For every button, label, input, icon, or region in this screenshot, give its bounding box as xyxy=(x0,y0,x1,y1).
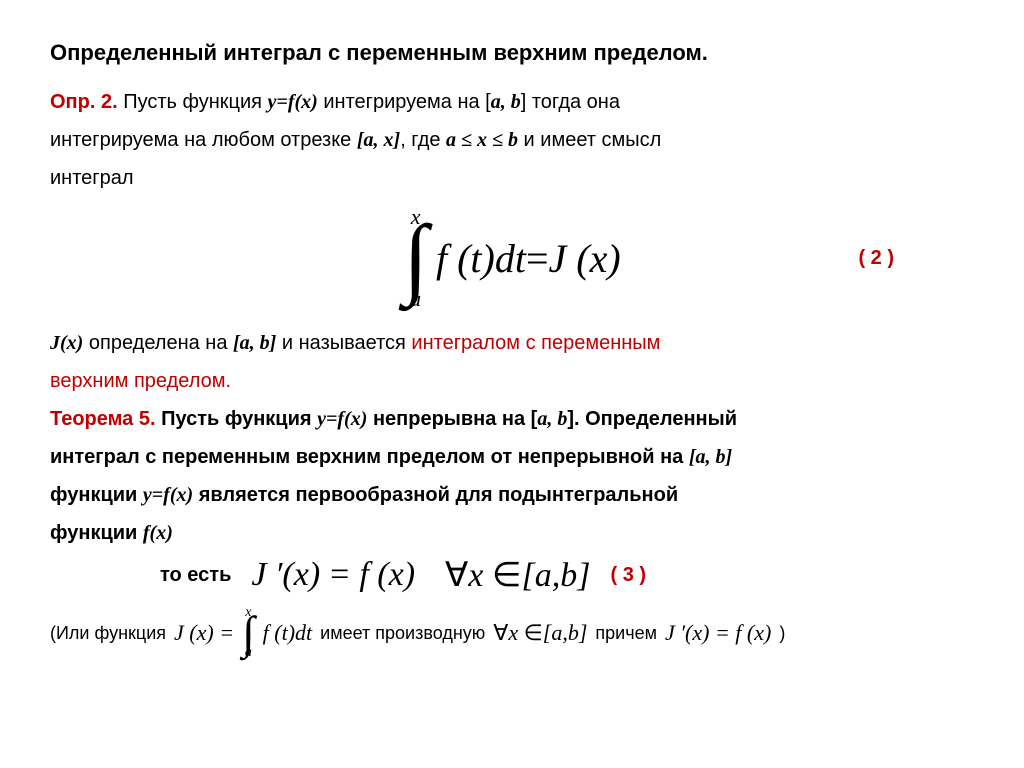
thm-t1a: Пусть функция xyxy=(156,408,318,430)
def-t2c: и имеет смысл xyxy=(518,129,661,151)
jx-line1: J(x) определена на [a, b] и называется и… xyxy=(50,327,974,359)
page-title: Определенный интеграл с переменным верхн… xyxy=(50,40,974,66)
thm-t1c: ]. Определенный xyxy=(567,408,737,430)
def-label: Опр. 2. xyxy=(50,91,118,113)
eq3-number: ( 3 ) xyxy=(610,564,646,587)
jx-hl2: верхним пределом. xyxy=(50,370,231,392)
equation-2: x ∫ a f (t)dt = J (x) ( 2 ) xyxy=(50,204,974,312)
eq3-eq: = xyxy=(330,556,349,594)
theorem-line2: интеграл с переменным верхним пределом о… xyxy=(50,441,974,473)
bottom-t2: имеет производную xyxy=(320,623,485,644)
int-sm-lower: a xyxy=(245,645,252,661)
def-t3: интеграл xyxy=(50,167,134,189)
theorem-line1: Теорема 5. Пусть функция y=f(x) непрерыв… xyxy=(50,403,974,435)
jx-line2: верхним пределом. xyxy=(50,365,974,397)
thm-ab2: [a, b] xyxy=(689,446,732,468)
thm-t4a: функции xyxy=(50,522,143,544)
def-t2a: интегрируема на любом отрезке xyxy=(50,129,357,151)
jx-hl1: интегралом с переменным xyxy=(411,332,660,354)
bottom-integrand: f (t)dt xyxy=(263,620,313,646)
bottom-close: ) xyxy=(779,623,785,644)
thm-ab: a, b xyxy=(537,408,567,430)
bottom-jprime: J ′(x) = f (x) xyxy=(665,620,771,646)
def-ax: [a, x] xyxy=(357,129,400,151)
integral-block-small: x ∫ a xyxy=(242,605,255,661)
def-yfx: y=f(x) xyxy=(268,91,318,113)
thm-yfx: y=f(x) xyxy=(317,408,367,430)
thm-t3a: функции xyxy=(50,484,143,506)
thm-label: Теорема 5. xyxy=(50,408,156,430)
eq3-lhs: J ′(x) xyxy=(251,556,320,594)
bottom-jx: J (x) = xyxy=(174,620,234,646)
jx-sym: J(x) xyxy=(50,332,83,354)
bottom-t1: (Или функция xyxy=(50,623,166,644)
eq2-rhs: J (x) xyxy=(549,235,621,282)
bottom-t3: причем xyxy=(595,623,657,644)
int-lower: a xyxy=(410,286,421,312)
thm-t3b: является первообразной для подынтегральн… xyxy=(193,484,678,506)
jx-t1: определена на xyxy=(83,332,233,354)
eq2-integrand: f (t)dt xyxy=(436,235,526,282)
definition-line3: интеграл xyxy=(50,162,974,194)
jx-ab: [a, b] xyxy=(233,332,276,354)
jx-t2: и называется xyxy=(276,332,411,354)
integral-sign-icon: ∫ xyxy=(403,222,428,294)
thm-t1b: непрерывна на [ xyxy=(367,408,537,430)
def-t1c: ] тогда она xyxy=(521,91,620,113)
def-ab: a, b xyxy=(491,91,521,113)
theorem-line3: функции y=f(x) является первообразной дл… xyxy=(50,479,974,511)
thm-yfx2: y=f(x) xyxy=(143,484,193,506)
eq2-eq: = xyxy=(526,235,549,282)
bottom-forall: ∀x ∈[a,b] xyxy=(493,620,587,646)
bottom-line: (Или функция J (x) = x ∫ a f (t)dt имеет… xyxy=(50,605,974,661)
thm-fx: f(x) xyxy=(143,522,173,544)
def-t2b: , где xyxy=(400,129,446,151)
def-t1a: Пусть функция xyxy=(123,91,267,113)
thm-t2a: интеграл с переменным верхним пределом о… xyxy=(50,446,689,468)
eq2-number: ( 2 ) xyxy=(858,247,894,270)
definition-line1: Опр. 2. Пусть функция y=f(x) интегрируем… xyxy=(50,86,974,118)
definition-line2: интегрируема на любом отрезке [a, x], гд… xyxy=(50,124,974,156)
equation-3-row: то есть J ′(x) = f (x) ∀x ∈[a,b] ( 3 ) xyxy=(160,555,974,595)
def-t1b: интегрируема на [ xyxy=(318,91,491,113)
eq3-mid: f (x) xyxy=(359,556,415,594)
integral-block: x ∫ a xyxy=(403,204,428,312)
theorem-line4: функции f(x) xyxy=(50,517,974,549)
eq3-label: то есть xyxy=(160,564,231,587)
def-axb: a ≤ x ≤ b xyxy=(446,129,518,151)
eq3-forall: ∀x ∈[a,b] xyxy=(445,555,590,595)
